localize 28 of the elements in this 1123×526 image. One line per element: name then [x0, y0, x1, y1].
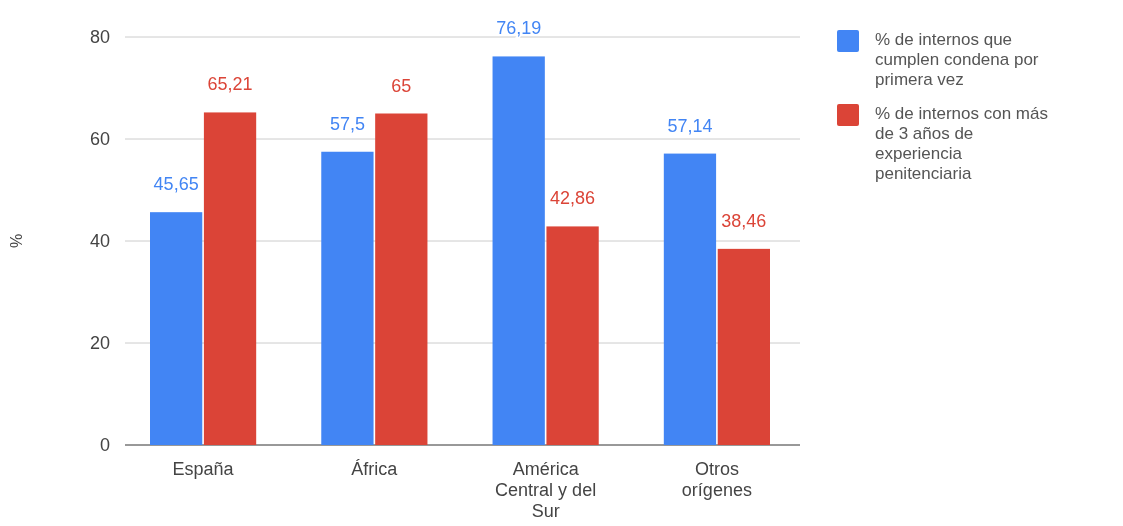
y-tick-label: 60 — [89, 129, 110, 150]
bar — [321, 151, 374, 445]
y-tick-label: 80 — [89, 27, 110, 48]
data-label: 38,46 — [721, 210, 767, 231]
data-label: 57,5 — [329, 113, 365, 134]
bar — [203, 112, 257, 445]
x-tick-label: Otros orígenes — [681, 459, 752, 500]
legend-label: % de internos con más de 3 años de experiencia penitenciaria — [875, 104, 1048, 183]
bar — [492, 56, 545, 445]
legend-label: % de internos que cumplen condena por primera vez — [875, 30, 1039, 89]
x-tick-label: España — [172, 459, 235, 479]
bar — [663, 153, 717, 445]
data-label: 42,86 — [550, 188, 596, 209]
bar — [150, 212, 203, 445]
y-axis-title: % — [8, 233, 25, 249]
y-tick-label: 20 — [89, 333, 110, 354]
bar — [546, 226, 599, 445]
data-label: 76,19 — [496, 18, 542, 39]
bar — [717, 248, 770, 445]
data-label: 45,65 — [153, 174, 199, 195]
x-tick-label: África — [351, 459, 399, 479]
data-label: 65,21 — [207, 74, 253, 95]
x-tick-label: América Central y del Sur — [495, 459, 597, 521]
data-label: 57,14 — [667, 115, 713, 136]
y-tick-label: 0 — [99, 435, 110, 456]
y-tick-label: 40 — [89, 231, 110, 252]
bar — [375, 113, 428, 445]
data-label: 65 — [391, 75, 412, 96]
